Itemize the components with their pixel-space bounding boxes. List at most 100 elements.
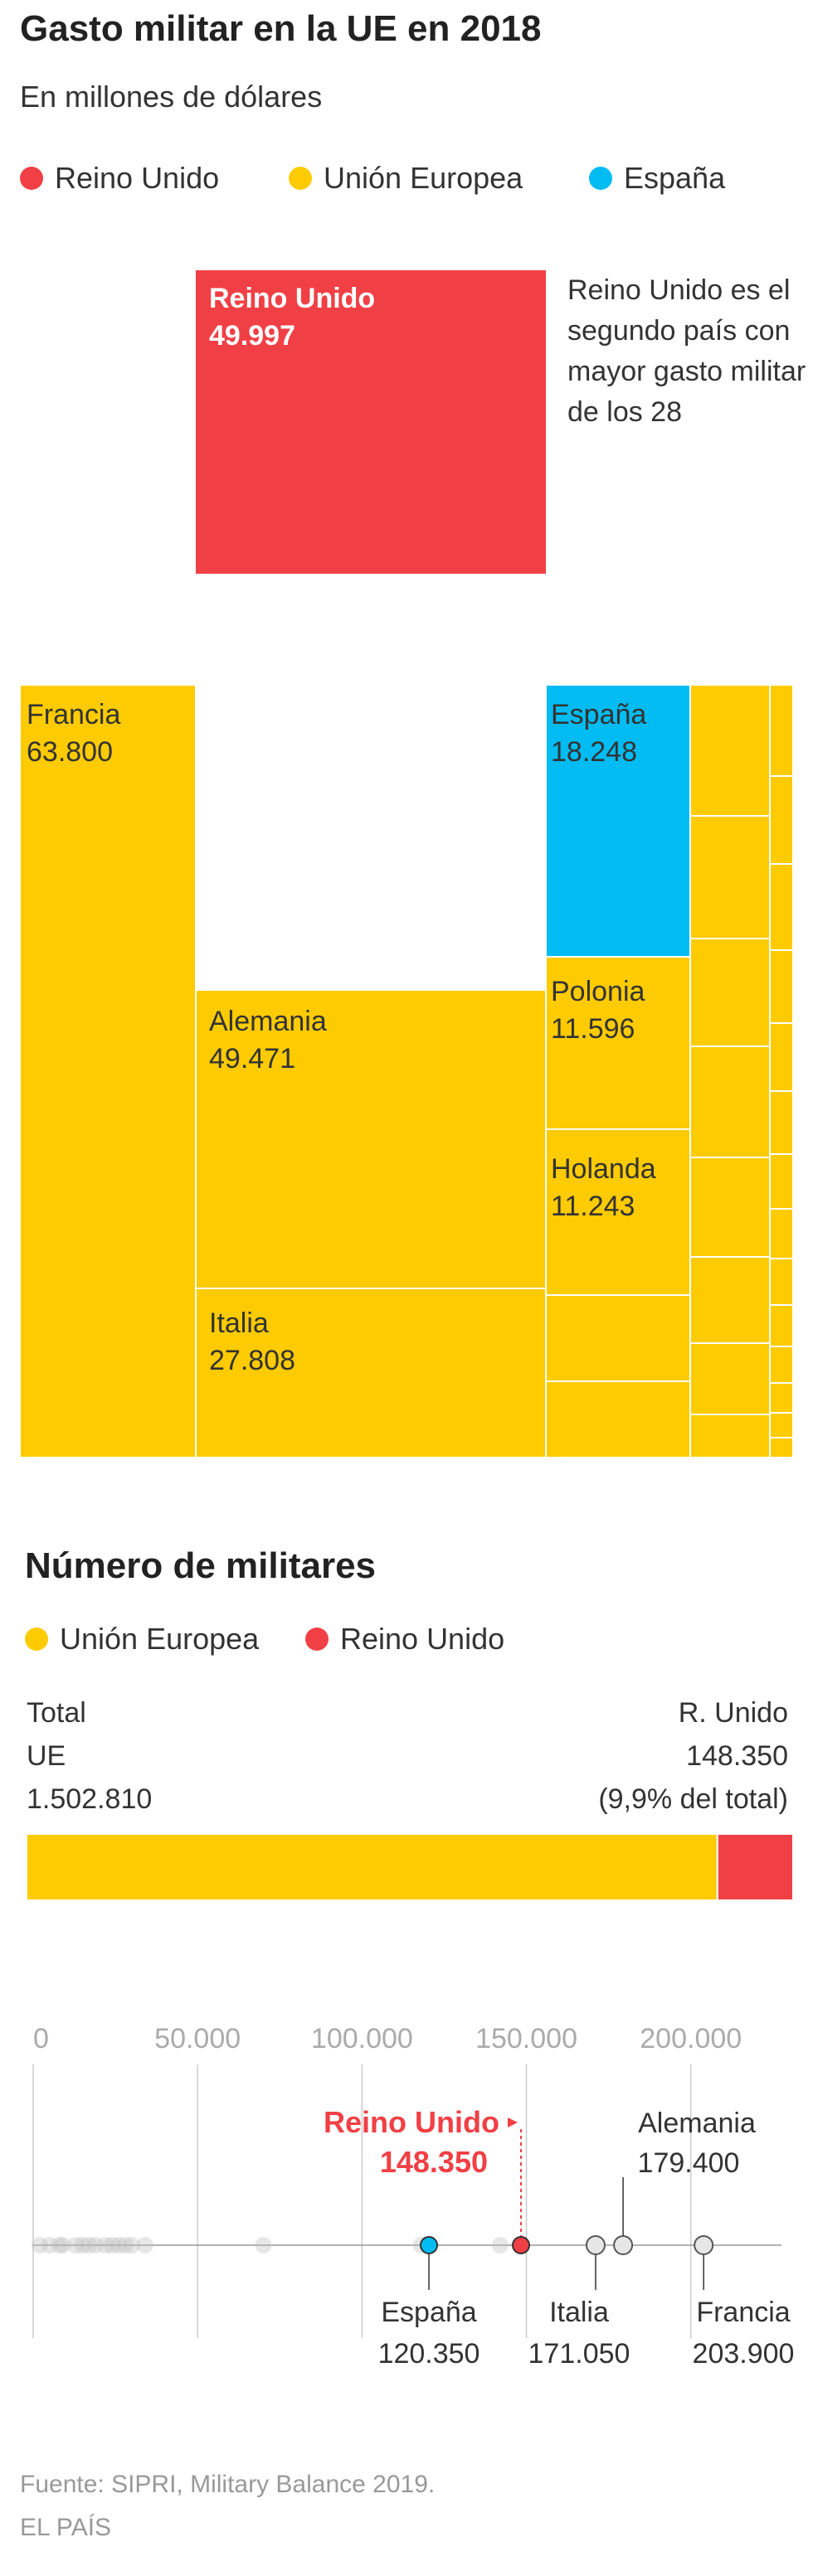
chart-title: Gasto militar en la UE en 2018 [20, 8, 542, 49]
stack-label-eu: Total UE 1.502.810 [27, 1691, 152, 1821]
point-label-alemania-value: 179.400 [638, 2147, 740, 2179]
treemap-small-rect-17 [769, 1153, 794, 1210]
data-point-other [491, 2237, 509, 2253]
treemap-italia-value: 27.808 [209, 1345, 295, 1376]
treemap-uk-name: Reino Unido [209, 283, 376, 314]
treemap-small-rect-22 [769, 1382, 794, 1414]
treemap-polonia-name: Polonia [551, 976, 645, 1007]
data-point-italia [585, 2235, 606, 2255]
data-point-other [54, 2237, 71, 2253]
stack-label-uk-line1: R. Unido [678, 1697, 788, 1729]
point-label-francia-name: Francia [696, 2297, 790, 2328]
legend-swatch-spain [589, 167, 612, 190]
data-point-other [31, 2237, 48, 2253]
treemap-francia-label: Francia 63.800 [27, 696, 120, 771]
treemap-italia-rect [195, 1288, 547, 1458]
data-point-spain [420, 2236, 439, 2254]
treemap-polonia-value: 11.596 [551, 1013, 635, 1045]
treemap-small-rect-11 [769, 684, 794, 777]
data-point-other [74, 2237, 91, 2253]
treemap-small-rect-7 [689, 1157, 771, 1258]
legend-swatch-eu [289, 167, 312, 190]
treemap-francia-rect [19, 684, 197, 1458]
x-tick-label: 50.000 [154, 2023, 241, 2054]
data-point-other [123, 2237, 140, 2253]
legend2-swatch-uk [305, 1628, 329, 1651]
stack-label-uk-line2: 148.350 [686, 1740, 788, 1772]
treemap-small-rect-5 [689, 938, 771, 1047]
treemap-small-rect-12 [769, 775, 794, 865]
treemap-uk-label: Reino Unido 49.997 [209, 280, 375, 355]
treemap-italia-label: Italia 27.808 [209, 1305, 295, 1380]
treemap-small-rect-6 [689, 1045, 771, 1158]
treemap-holanda-rect [545, 1128, 691, 1296]
data-point-other [51, 2237, 68, 2253]
data-point-other [104, 2237, 121, 2253]
legend2-item-uk: Reino Unido [305, 1622, 504, 1657]
treemap-small-rect-13 [769, 863, 794, 951]
x-tick-label: 0 [33, 2023, 49, 2054]
x-tick-label: 100.000 [311, 2023, 413, 2054]
legend2-swatch-eu [25, 1628, 48, 1651]
treemap-small-rect-3 [689, 684, 771, 817]
point-label-francia-value: 203.900 [693, 2338, 795, 2370]
stacked-bar-segment-eu [26, 1833, 718, 1901]
legend-label-uk: Reino Unido [55, 161, 220, 195]
data-point-other [97, 2237, 114, 2253]
treemap-small-rect-15 [769, 1022, 794, 1092]
data-point-other [255, 2237, 272, 2253]
treemap-small-rect-21 [769, 1346, 794, 1384]
treemap-holanda-label: Holanda 11.243 [551, 1151, 656, 1225]
treemap-holanda-name: Holanda [551, 1153, 656, 1185]
treemap-alemania-label: Alemania 49.471 [209, 1003, 327, 1078]
point-label-uk-value: 148.350 [380, 2145, 488, 2179]
legend-swatch-uk [20, 167, 43, 190]
stack-label-eu-line1: Total [27, 1697, 86, 1729]
data-point-other [136, 2237, 153, 2253]
footer-brand: EL PAÍS [20, 2514, 112, 2541]
stack-label-eu-line2: UE [27, 1740, 66, 1772]
data-point-other [87, 2237, 105, 2253]
treemap-small-rect-19 [769, 1258, 794, 1306]
stacked-bar-militares [26, 1833, 795, 1901]
treemap-small-rect-4 [689, 815, 771, 939]
treemap-espana-rect [545, 684, 691, 958]
treemap-holanda-value: 11.243 [551, 1191, 635, 1222]
treemap-alemania-rect [195, 989, 547, 1289]
uk-annotation: Reino Unido es el segundo país con mayor… [567, 274, 806, 428]
treemap-small-rect-1 [545, 1294, 691, 1382]
data-point-alemania [613, 2235, 634, 2255]
stack-label-eu-line3: 1.502.810 [27, 1783, 153, 1815]
treemap-small-rect-18 [769, 1208, 794, 1259]
treemap-francia-name: Francia [27, 699, 121, 730]
legend2-label-eu: Unión Europea [60, 1622, 260, 1656]
treemap-alemania-value: 49.471 [209, 1043, 295, 1075]
legend-item-eu: Unión Europea [289, 161, 523, 196]
legend-label-eu: Unión Europea [324, 161, 523, 195]
stack-label-uk-line3: (9,9% del total) [598, 1783, 788, 1815]
treemap-small-rect-16 [769, 1090, 794, 1155]
legend2-item-eu: Unión Europea [25, 1622, 259, 1657]
treemap-polonia-rect [545, 956, 691, 1130]
data-point-other [110, 2237, 128, 2253]
data-point-other [116, 2237, 134, 2253]
data-point-other [80, 2237, 98, 2253]
treemap-eu [19, 684, 794, 1458]
chart-subtitle: En millones de dólares [20, 80, 323, 114]
dot-plot-militares: 0 50.000 100.000 150.000 200.000 Reino Unido 1… [31, 2023, 795, 2370]
point-label-italia-name: Italia [549, 2297, 609, 2328]
point-label-spain-value: 120.350 [378, 2338, 480, 2370]
x-tick-label: 200.000 [640, 2023, 742, 2054]
treemap-uk-rect [196, 270, 546, 574]
treemap-francia-value: 63.800 [27, 736, 113, 768]
treemap-italia-name: Italia [209, 1307, 269, 1339]
data-point-uk [512, 2236, 531, 2254]
point-label-spain-name: España [381, 2297, 476, 2328]
treemap-alemania-name: Alemania [209, 1006, 327, 1037]
stacked-bar-segment-uk [716, 1833, 795, 1901]
legend-item-uk: Reino Unido [20, 161, 219, 196]
treemap-small-rect-9 [689, 1342, 771, 1415]
section-title-militares: Número de militares [25, 1545, 377, 1586]
treemap-uk-value: 49.997 [209, 320, 295, 352]
data-point-other [41, 2237, 58, 2253]
